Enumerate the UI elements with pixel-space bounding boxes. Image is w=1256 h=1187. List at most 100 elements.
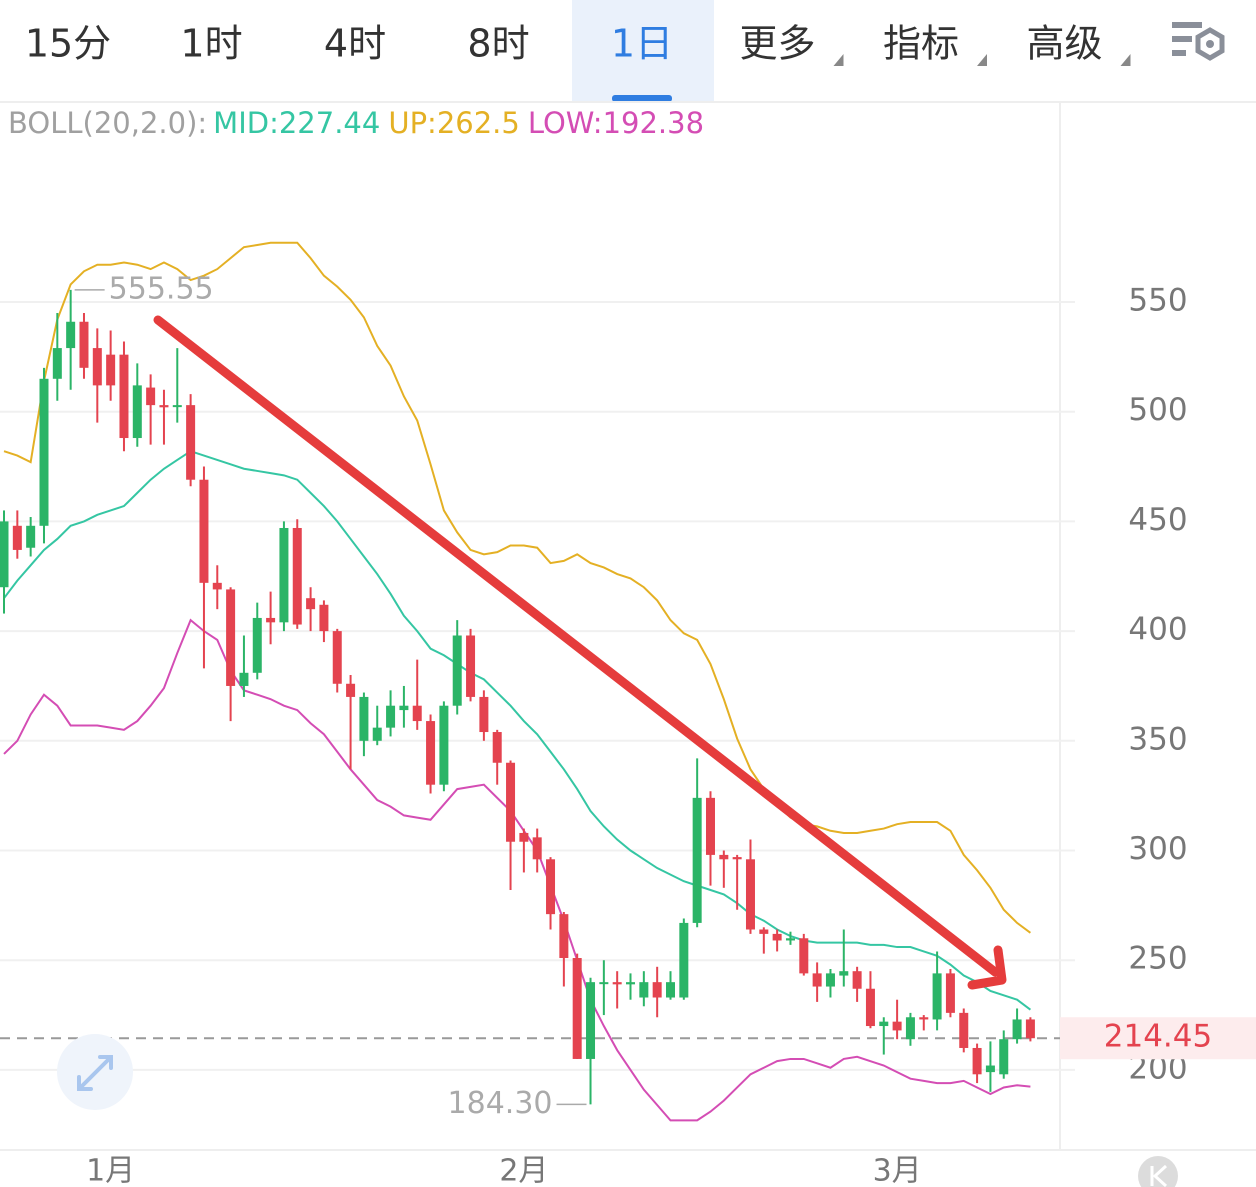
- expand-arrows: [77, 1055, 113, 1091]
- candle-body: [612, 982, 622, 985]
- candle-body: [919, 1017, 929, 1020]
- boll-line: [3, 618, 1031, 1122]
- candle-body: [626, 982, 636, 985]
- candle-body: [905, 1017, 915, 1040]
- candle-body: [226, 589, 236, 686]
- candle-body: [732, 857, 742, 860]
- boll-line: [3, 450, 1032, 1011]
- tab-indicator: [612, 95, 672, 102]
- settings-icon[interactable]: [1172, 22, 1225, 61]
- candle-body: [106, 354, 116, 386]
- candle-body: [679, 922, 689, 998]
- candle-body: [79, 321, 89, 368]
- candle-body: [959, 1012, 969, 1048]
- x-tick-label: 1月: [86, 1154, 135, 1187]
- dropdown-caret: [1120, 54, 1131, 66]
- dropdown-caret: [833, 54, 844, 66]
- candle-body: [892, 1021, 902, 1031]
- candle-body: [186, 405, 196, 480]
- icon-bar: [1172, 36, 1192, 42]
- candle-body: [999, 1039, 1009, 1075]
- legend: BOLL(20,2.0): MID:227.44 UP:262.5 LOW:192.3…: [8, 106, 704, 140]
- tab[interactable]: 指标: [883, 22, 959, 66]
- candle-body: [319, 604, 329, 632]
- candle-body: [745, 859, 755, 930]
- tab[interactable]: 更多: [739, 22, 815, 66]
- dropdown-caret: [977, 54, 987, 66]
- candle-body: [279, 527, 289, 623]
- candle-body: [266, 617, 276, 623]
- legend-name: LOW:: [528, 106, 603, 140]
- scroll-button[interactable]: [1138, 1156, 1178, 1187]
- candle-body: [799, 938, 809, 974]
- tab[interactable]: 1时: [180, 22, 242, 66]
- legend-name: MID:: [213, 106, 279, 140]
- candle-body: [785, 938, 795, 941]
- candle-body: [772, 933, 782, 941]
- candle-body: [292, 527, 302, 625]
- candle-body: [452, 635, 462, 706]
- candle-body: [426, 721, 436, 785]
- candle-body: [546, 859, 556, 915]
- candle-body: [199, 479, 209, 583]
- candle-body: [439, 705, 449, 785]
- expand-button[interactable]: [57, 1034, 133, 1110]
- candle-body: [666, 982, 675, 998]
- arrow-shaft: [153, 315, 1000, 977]
- candle-body: [359, 696, 369, 741]
- extreme-label: 555.55: [109, 271, 214, 306]
- scroll-icon: [1150, 1164, 1168, 1187]
- tab[interactable]: 高级: [1026, 22, 1102, 66]
- candle-body: [0, 521, 9, 588]
- candle-body: [466, 635, 476, 697]
- indicator-label: BOLL(20,2.0):: [8, 106, 207, 140]
- candle-body: [372, 727, 382, 741]
- candle-body: [812, 973, 822, 987]
- y-tick-label: 500: [1128, 392, 1187, 428]
- candle-body: [532, 837, 542, 860]
- candle-body: [172, 405, 182, 408]
- candle-body: [412, 705, 422, 722]
- candle-body: [479, 696, 489, 733]
- tab[interactable]: 15分: [25, 22, 111, 66]
- candle-body: [252, 617, 262, 673]
- last-price-bg: [1060, 1017, 1256, 1060]
- candle-body: [825, 973, 835, 987]
- icon-gear: [1195, 27, 1225, 61]
- candle-body: [705, 797, 715, 855]
- legend-value: 192.38: [603, 106, 704, 140]
- candle-body: [692, 797, 702, 923]
- tab[interactable]: 4时: [324, 22, 386, 66]
- candle-body: [839, 971, 849, 976]
- candle-body: [639, 982, 649, 998]
- candle-body: [212, 582, 222, 590]
- candle-body: [972, 1047, 982, 1075]
- legend-value: 262.5: [437, 106, 520, 140]
- icon-bar: [1172, 50, 1186, 56]
- candle-body: [852, 971, 862, 989]
- candle-body: [12, 525, 22, 550]
- candle-body: [306, 598, 316, 610]
- candle-body: [865, 988, 875, 1027]
- y-tick-label: 350: [1128, 721, 1187, 757]
- candle-body: [985, 1065, 995, 1073]
- candle-body: [332, 631, 342, 684]
- tab[interactable]: 8时: [467, 22, 529, 66]
- candle-body: [1012, 1019, 1022, 1040]
- y-tick-label: 400: [1128, 612, 1187, 648]
- candle-body: [26, 525, 36, 548]
- legend-value: 227.44: [279, 106, 380, 140]
- candle-body: [1025, 1019, 1035, 1039]
- candle-body: [599, 982, 609, 985]
- candle-body: [92, 348, 102, 386]
- candle-body: [39, 378, 49, 526]
- candle-body: [759, 929, 769, 934]
- candle-body: [346, 683, 356, 697]
- candle-body: [572, 958, 582, 1059]
- y-tick-label: 250: [1128, 941, 1187, 977]
- tab[interactable]: 1日: [611, 22, 673, 66]
- candle-body: [945, 973, 955, 1013]
- candle-body: [879, 1021, 889, 1027]
